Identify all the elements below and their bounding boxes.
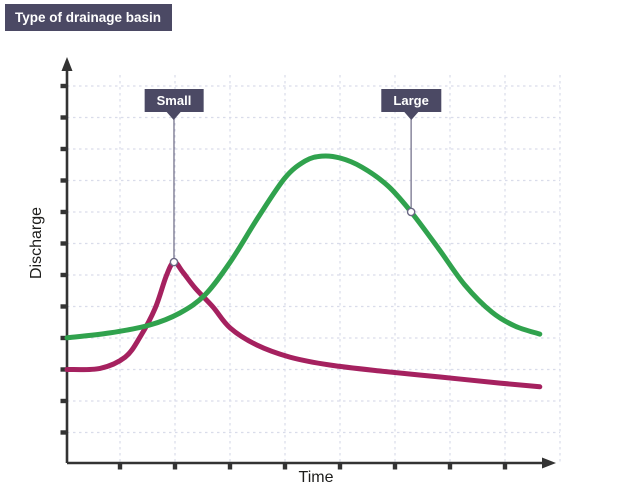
x-axis-tick: [392, 463, 398, 470]
marker-large: [406, 207, 416, 217]
y-axis-tick: [60, 83, 67, 89]
x-axis-arrow-icon: [542, 457, 556, 469]
x-axis-tick: [337, 463, 343, 470]
callout-small-basin: Small: [144, 89, 204, 112]
x-axis-tick: [502, 463, 508, 470]
x-axis-label: Time: [298, 469, 334, 486]
y-axis-label: Discharge: [28, 206, 45, 280]
y-axis-tick: [60, 178, 67, 183]
x-axis-tick: [117, 463, 123, 470]
y-axis-tick: [60, 272, 67, 278]
y-axis-arrow-icon: [61, 57, 73, 71]
y-axis-tick: [60, 335, 67, 341]
x-axis-tick: [227, 463, 233, 470]
y-axis-tick: [60, 430, 67, 435]
callout-large-basin: Large: [381, 89, 441, 112]
series-small-curve: [64, 259, 543, 390]
y-axis-tick: [60, 398, 67, 404]
y-axis-tick: [60, 367, 67, 372]
y-axis-tick: [60, 304, 67, 309]
y-axis-tick: [60, 115, 67, 120]
y-axis-tick: [60, 241, 67, 246]
figure-title: Type of drainage basin: [15, 10, 162, 25]
x-axis-tick: [172, 463, 178, 470]
y-axis-tick: [60, 146, 67, 152]
series-large-curve: [64, 153, 543, 341]
y-axis-tick: [60, 209, 67, 215]
marker-small: [169, 257, 179, 267]
x-axis-tick: [447, 463, 453, 470]
callout-small-label: Small: [156, 93, 192, 108]
figure-title-badge: Type of drainage basin: [5, 4, 173, 31]
x-axis-tick: [282, 463, 288, 470]
callout-large-label: Large: [393, 93, 429, 108]
